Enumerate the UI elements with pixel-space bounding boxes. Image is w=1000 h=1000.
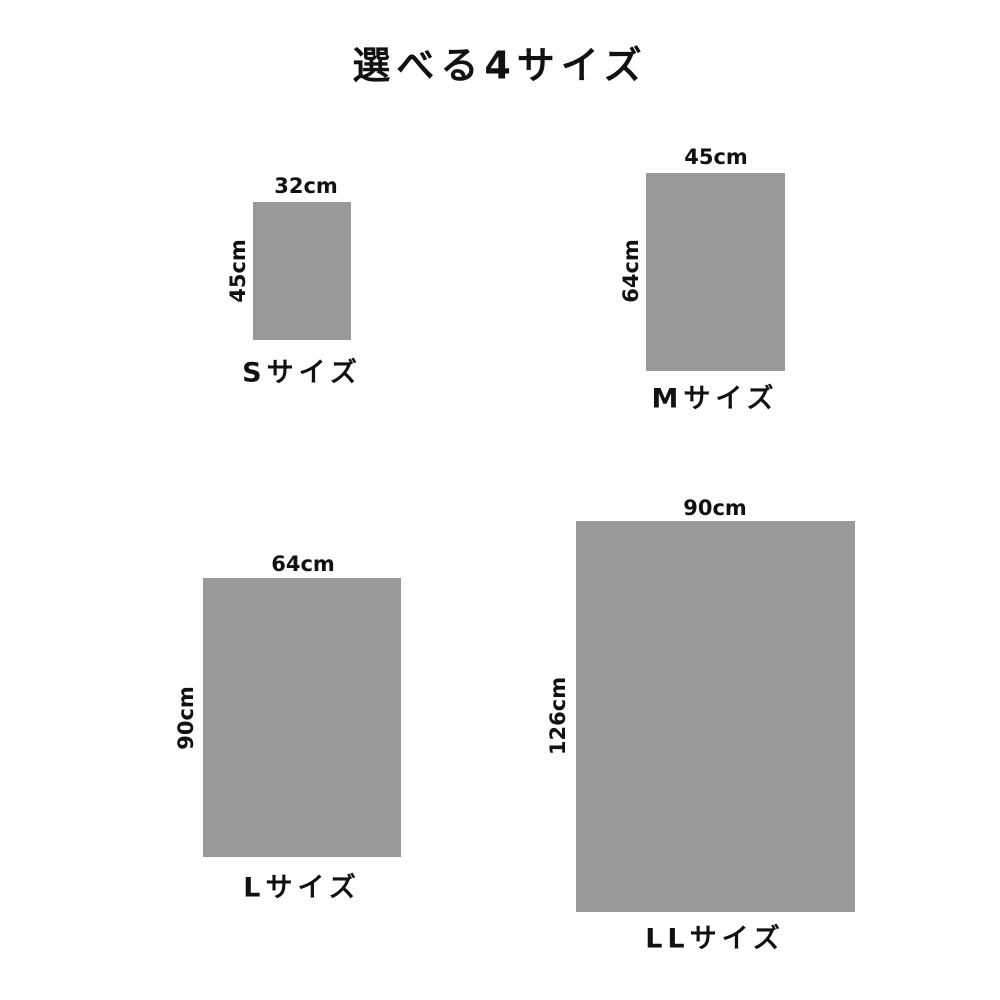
size-s-label: Sサイズ: [242, 357, 362, 389]
size-l-label: Lサイズ: [243, 872, 361, 904]
size-ll-panel: [576, 521, 855, 912]
size-m-width: 45cm: [684, 145, 748, 169]
size-ll-height: 126cm: [546, 676, 570, 756]
size-s-width: 32cm: [274, 174, 338, 198]
size-l-panel: [203, 578, 401, 857]
size-m-height: 64cm: [619, 239, 643, 303]
size-s-panel: [253, 202, 351, 340]
size-ll-width: 90cm: [683, 496, 747, 520]
size-l-width: 64cm: [271, 552, 335, 576]
size-m-label: Mサイズ: [651, 383, 779, 415]
size-s-height: 45cm: [226, 239, 250, 303]
page-title: 選べる4サイズ: [352, 43, 648, 88]
size-m-panel: [646, 173, 785, 371]
size-l-height: 90cm: [174, 686, 198, 750]
size-ll-label: LLサイズ: [645, 923, 785, 955]
